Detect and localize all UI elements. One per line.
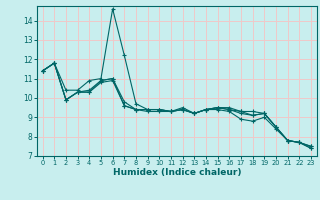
X-axis label: Humidex (Indice chaleur): Humidex (Indice chaleur) (113, 168, 241, 177)
